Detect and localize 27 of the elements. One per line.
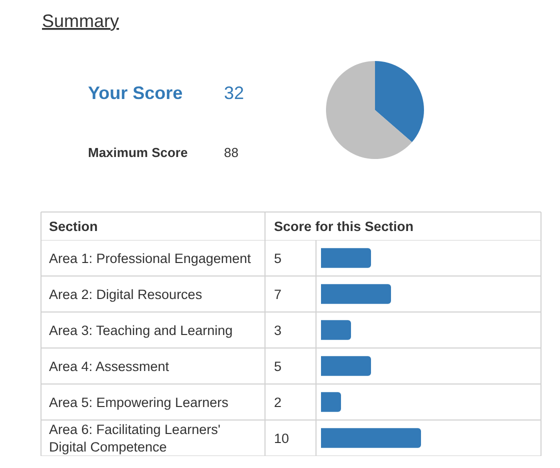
pie-slice	[326, 61, 412, 159]
x-axis-title: Score for this Section	[274, 219, 414, 234]
data-label: 7	[274, 287, 282, 302]
category-label: Maximum Score	[88, 145, 188, 160]
text: Summary	[42, 11, 120, 31]
data-label: 5	[274, 359, 282, 374]
category-label: Your Score	[88, 83, 183, 103]
y-tick-label: Area 5: Empowering Learners	[49, 395, 229, 410]
bar	[321, 392, 341, 412]
y-tick-label: Area 1: Professional Engagement	[49, 251, 252, 266]
data-label: 2	[274, 395, 282, 410]
y-tick-label: Area 2: Digital Resources	[49, 287, 202, 302]
bar	[321, 248, 371, 268]
bar	[321, 320, 351, 340]
y-axis-title: Section	[49, 219, 98, 234]
bar	[321, 284, 391, 304]
pie-slice	[375, 61, 424, 142]
data-label: 3	[274, 323, 282, 338]
data-label: 32	[224, 83, 244, 103]
y-tick-label: Area 3: Teaching and Learning	[49, 323, 233, 338]
data-label: 5	[274, 251, 282, 266]
y-tick-label: Area 4: Assessment	[49, 359, 170, 374]
data-label: 88	[224, 145, 238, 160]
data-label: 10	[274, 431, 290, 446]
bar	[321, 428, 421, 448]
bar	[321, 356, 371, 376]
y-tick-label: Area 6: Facilitating Learners' Digital Competence	[49, 422, 220, 455]
